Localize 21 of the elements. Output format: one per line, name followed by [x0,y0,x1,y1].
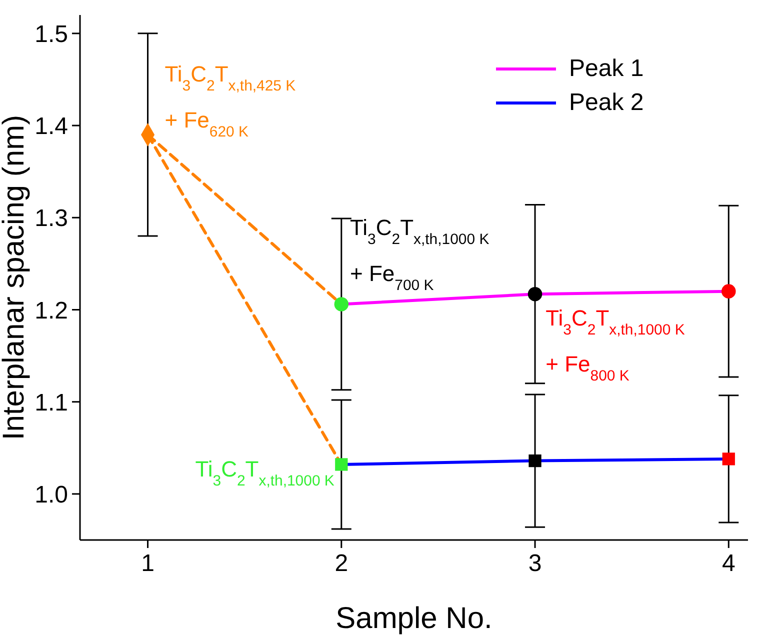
y-tick-label: 1.1 [34,389,68,416]
legend-label: Peak 2 [569,89,644,117]
annotation: Ti$_{3}$C$_{2}$T$_{x,th,1000 K}$ [195,456,334,489]
x-axis-title: Sample No. [336,602,492,635]
x-tick-label: 4 [722,550,736,578]
x-tick-label: 1 [141,550,154,578]
y-tick-label: 1.4 [34,113,68,140]
annotation: Ti$_{3}$C$_{2}$T$_{x,th,425 K}$ [164,62,296,94]
y-tick-label: 1.2 [34,297,68,324]
x-tick-label: 3 [528,550,542,578]
annotation: + Fe$_{620 K}$ [164,108,249,140]
annotation: + Fe$_{700 K}$ [350,261,434,294]
y-axis-title: Interplanar spacing (nm) [0,114,30,440]
annotation: Ti$_{3}$C$_{2}$T$_{x,th,1000 K}$ [350,215,490,248]
legend-label: Peak 1 [569,55,644,83]
annotation: Ti$_{3}$C$_{2}$T$_{x,th,1000 K}$ [546,305,685,338]
annotation: + Fe$_{800 K}$ [546,351,630,384]
y-tick-label: 1.0 [34,481,68,508]
y-tick-label: 1.3 [34,205,68,232]
y-tick-label: 1.5 [34,20,68,48]
x-tick-label: 2 [334,550,348,578]
